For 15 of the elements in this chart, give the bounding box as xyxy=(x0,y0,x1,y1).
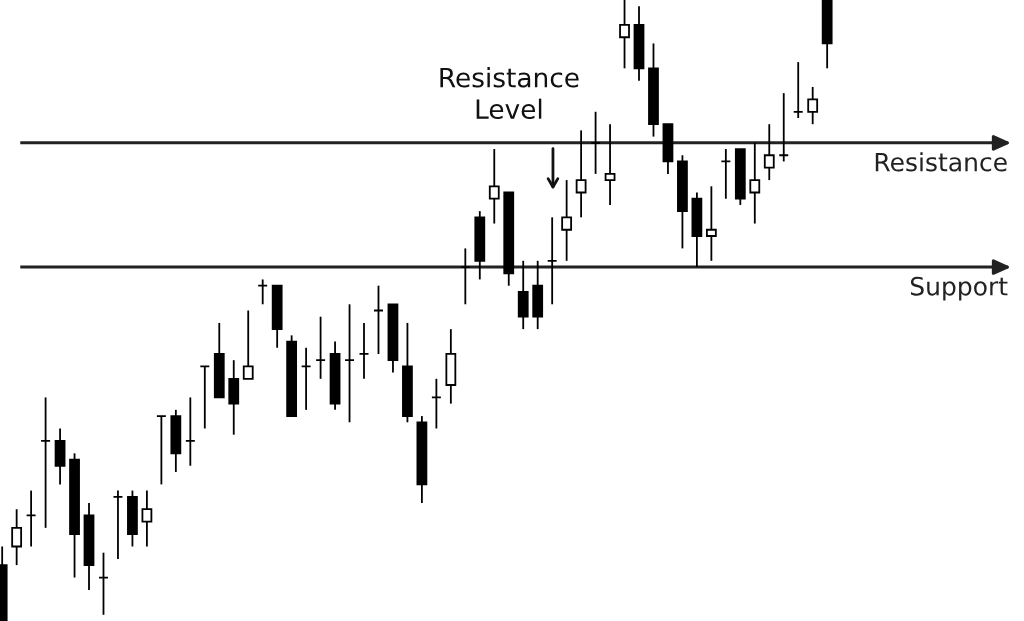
legend-label: Support xyxy=(910,276,1008,301)
candlestick xyxy=(763,123,775,181)
candlestick xyxy=(11,508,23,567)
candlestick xyxy=(488,148,500,225)
candlestick xyxy=(749,141,761,225)
candlestick xyxy=(242,309,254,380)
annotation: Resistance Level xyxy=(440,67,579,120)
candlestick xyxy=(604,123,616,206)
candlestick xyxy=(619,0,630,70)
candlestick xyxy=(561,179,573,262)
candlestick xyxy=(807,86,819,126)
ref-line-label: Resistance xyxy=(875,152,1007,172)
candlestick xyxy=(575,129,587,219)
candlestick xyxy=(141,489,153,548)
candlestick xyxy=(705,185,717,262)
